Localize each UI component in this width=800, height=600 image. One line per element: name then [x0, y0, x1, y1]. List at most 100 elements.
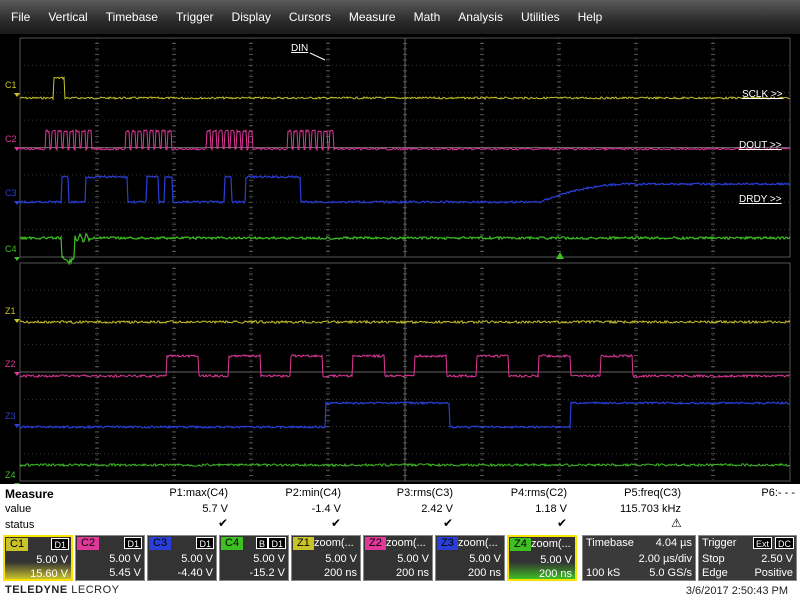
descriptor-z2[interactable]: Z2 zoom(... 5.00 V 200 ns	[363, 535, 433, 581]
waveform-display[interactable]: C1 C2 C3 C4 Z1 Z2 Z3 Z4 DIN SCLK >> DOUT >> DRDY >>	[0, 34, 800, 484]
descriptor-z3[interactable]: Z3 zoom(... 5.00 V 200 ns	[435, 535, 505, 581]
measure-table: Measure value status P1:max(C4) 5.7 V ✔ P2:…	[0, 484, 800, 534]
z4-label: Z4	[5, 470, 16, 480]
status-check-icon: ✔	[331, 516, 342, 530]
menu-trigger[interactable]: Trigger	[175, 10, 214, 24]
z2-label: Z2	[5, 359, 16, 369]
descriptor-label: zoom(...	[386, 537, 426, 549]
menu-cursors[interactable]: Cursors	[288, 10, 331, 24]
descriptor-offset: 15.60 V	[30, 568, 68, 580]
status-check-icon: ✔	[557, 516, 568, 530]
measure-param-name[interactable]: P3:rms(C3)	[396, 487, 453, 499]
descriptor-label: zoom(...	[531, 538, 571, 550]
descriptor-offset: 200 ns	[395, 567, 429, 579]
descriptor-scale: 5.00 V	[397, 553, 429, 565]
descriptor-label: zoom(...	[458, 537, 498, 549]
status-check-icon: ✔	[443, 516, 454, 530]
menu-display[interactable]: Display	[231, 10, 271, 24]
descriptor-scale: 5.00 V	[181, 553, 213, 565]
measure-title: Measure	[5, 487, 54, 501]
descriptor-tag: C1	[6, 538, 29, 551]
descriptor-scale: 5.00 V	[325, 553, 357, 565]
measure-param-name[interactable]: P2:min(C4)	[285, 487, 341, 499]
measure-param-value: 115.703 kHz	[620, 503, 681, 515]
z3-label: Z3	[5, 411, 16, 421]
timebase-offset: 4.04 µs	[655, 537, 692, 549]
trace-c2	[19, 128, 791, 152]
trigger-mode: Stop	[702, 553, 725, 565]
descriptor-label: zoom(...	[314, 537, 354, 549]
menu-help[interactable]: Help	[577, 10, 603, 24]
descriptor-c4[interactable]: C4 D1 B 5.00 V -15.2 V	[219, 535, 289, 581]
menu-measure[interactable]: Measure	[348, 10, 396, 24]
descriptor-tag-right: D1	[268, 537, 286, 549]
trigger-coupling-tag: DC	[775, 537, 794, 549]
c1-label: C1	[5, 80, 17, 90]
measure-param-name[interactable]: P6:- - -	[761, 487, 795, 499]
descriptor-bar: C1 D1 5.00 V 15.60 V C2 D1 5.00 V 5.45 V C3 D1 5.0…	[0, 534, 800, 582]
trigger-time-marker-icon	[556, 252, 564, 259]
menu-analysis[interactable]: Analysis	[458, 10, 503, 24]
measure-param-value: 1.18 V	[535, 503, 567, 515]
descriptor-scale: 5.00 V	[109, 553, 141, 565]
descriptor-tag-right: D1	[51, 538, 69, 550]
descriptor-z4[interactable]: Z4 zoom(... 5.00 V 200 ns	[507, 535, 577, 581]
trace-z3	[19, 400, 791, 430]
descriptor-tag: C4	[221, 537, 244, 550]
trigger-slope: Positive	[754, 567, 793, 579]
descriptor-scale: 5.00 V	[469, 553, 501, 565]
sclk-label: SCLK >>	[742, 89, 783, 100]
trigger-box[interactable]: Trigger Ext DC Stop 2.50 V Edge Positive	[698, 535, 797, 581]
c3-label: C3	[5, 188, 17, 198]
descriptor-tag: C2	[77, 537, 100, 550]
measure-param-value: 5.7 V	[202, 503, 228, 515]
descriptor-offset: 200 ns	[467, 567, 501, 579]
trigger-title: Trigger	[702, 537, 737, 549]
status-warning-icon: ⚠	[671, 516, 682, 530]
brand-logo: TELEDYNE LECROY	[5, 584, 120, 596]
menu-file[interactable]: File	[11, 10, 31, 24]
descriptor-tag-right: D1	[196, 537, 214, 549]
drdy-label: DRDY >>	[739, 194, 782, 205]
measure-param-name[interactable]: P1:max(C4)	[169, 487, 228, 499]
descriptor-scale: 5.00 V	[540, 554, 572, 566]
timebase-samples: 100 kS	[586, 567, 621, 579]
trigger-level: 2.50 V	[761, 553, 793, 565]
din-label: DIN	[291, 43, 308, 54]
menu-utilities[interactable]: Utilities	[520, 10, 560, 24]
descriptor-z1[interactable]: Z1 zoom(... 5.00 V 200 ns	[291, 535, 361, 581]
descriptor-tag-right: D1	[124, 537, 142, 549]
descriptor-c1[interactable]: C1 D1 5.00 V 15.60 V	[3, 535, 73, 581]
measure-row-label-value: value	[5, 503, 32, 515]
measure-row-label-status: status	[5, 519, 35, 531]
measure-param-value: 2.42 V	[421, 503, 453, 515]
descriptor-offset: 5.45 V	[109, 567, 141, 579]
timebase-box[interactable]: Timebase 4.04 µs 2.00 µs/div 100 kS 5.0 …	[582, 535, 696, 581]
trace-z2	[19, 353, 791, 379]
measure-param-name[interactable]: P5:freq(C3)	[624, 487, 681, 499]
c2-label: C2	[5, 134, 17, 144]
descriptor-tag: C3	[149, 537, 172, 550]
descriptor-scale: 5.00 V	[253, 553, 285, 565]
trace-c1	[19, 76, 791, 101]
status-bar: TELEDYNE LECROY 3/6/2017 2:50:43 PM	[0, 582, 800, 600]
trace-z4	[19, 462, 791, 468]
measure-param-name[interactable]: P4:rms(C2)	[510, 487, 567, 499]
timebase-title: Timebase	[586, 537, 634, 549]
descriptor-tag: Z4	[510, 538, 531, 551]
status-check-icon: ✔	[218, 516, 229, 530]
trigger-source-tag: Ext	[752, 537, 772, 549]
menu-vertical[interactable]: Vertical	[48, 10, 88, 24]
descriptor-offset: 200 ns	[323, 567, 357, 579]
timebase-rate: 5.0 GS/s	[649, 567, 692, 579]
trace-c3	[19, 174, 791, 205]
descriptor-offset: 200 ns	[538, 568, 572, 580]
menu-timebase[interactable]: Timebase	[105, 10, 158, 24]
z1-label: Z1	[5, 306, 16, 316]
menu-math[interactable]: Math	[413, 10, 441, 24]
descriptor-tag-right-2: B	[255, 537, 268, 549]
descriptor-c2[interactable]: C2 D1 5.00 V 5.45 V	[75, 535, 145, 581]
menu-bar: File Vertical Timebase Trigger Display Cursor…	[0, 0, 800, 34]
trigger-type: Edge	[702, 567, 728, 579]
descriptor-c3[interactable]: C3 D1 5.00 V -4.40 V	[147, 535, 217, 581]
